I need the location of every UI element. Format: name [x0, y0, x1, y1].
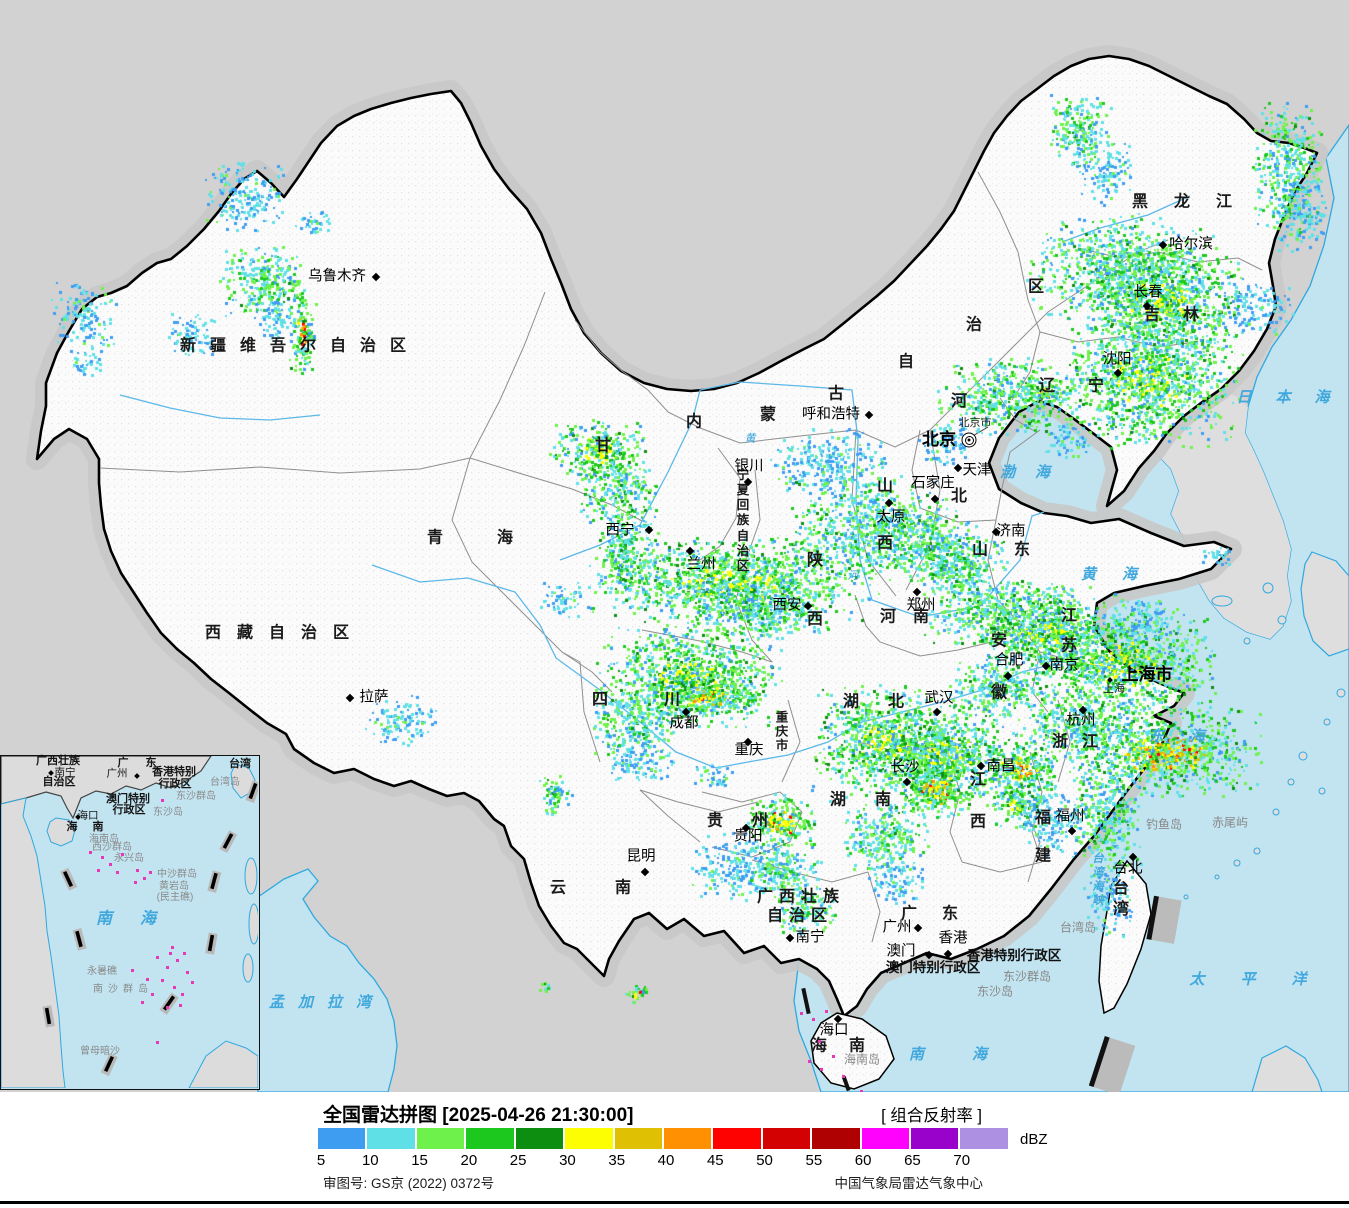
inset-basemap — [1, 756, 258, 1088]
tick-10: 10 — [361, 1152, 379, 1169]
tick-45: 45 — [706, 1152, 724, 1169]
tick-40: 40 — [657, 1152, 675, 1169]
colorbar-segment-60 — [861, 1128, 910, 1149]
legend-title: 全国雷达拼图 [2025-04-26 21:30:00] — [323, 1105, 634, 1126]
tick-5: 5 — [316, 1152, 326, 1169]
colorbar-segment-50 — [762, 1128, 811, 1149]
colorbar-ticks: 5 10 15 20 25 30 35 40 45 50 55 60 65 70 — [0, 1152, 1349, 1170]
tick-20: 20 — [460, 1152, 478, 1169]
tick-65: 65 — [904, 1152, 921, 1169]
dbz-colorbar — [318, 1128, 1008, 1149]
colorbar-segment-20 — [466, 1128, 514, 1149]
colorbar-segment-25 — [515, 1128, 564, 1149]
tick-15: 15 — [411, 1152, 428, 1169]
product-label: [ 组合反射率 ] — [881, 1107, 982, 1125]
tick-70: 70 — [953, 1152, 971, 1169]
tick-35: 35 — [608, 1152, 626, 1169]
map-approval-number: 审图号: GS京 (2022) 0372号 — [323, 1176, 495, 1191]
china-radar-map: 新疆维吾尔自治区 西藏自治区 青海甘宁夏回族自治区陕西山西河北山东 河南江苏安徽湖北浙… — [0, 0, 1349, 1093]
tick-60: 60 — [854, 1152, 872, 1169]
colorbar-segment-65 — [911, 1128, 959, 1149]
tick-50: 50 — [756, 1152, 773, 1169]
legend-panel: 全国雷达拼图 [2025-04-26 21:30:00] [ 组合反射率 ] d… — [0, 1092, 1349, 1208]
colorbar-segment-5 — [318, 1128, 366, 1149]
tick-55: 55 — [805, 1152, 823, 1169]
colorbar-segment-55 — [812, 1128, 860, 1149]
south-china-sea-inset: 广西壮族 自治区广东台湾 香港特别 行政区 澳门特别 行政区海南台湾岛 东沙群岛 东沙岛 海南岛… — [0, 755, 260, 1090]
bottom-border-line — [0, 1201, 1349, 1204]
colorbar-segment-15 — [416, 1128, 465, 1149]
dbz-unit-label: dBZ — [1020, 1131, 1048, 1148]
tick-30: 30 — [559, 1152, 576, 1169]
colorbar-segment-35 — [614, 1128, 662, 1149]
colorbar-segment-45 — [713, 1128, 761, 1149]
colorbar-segment-70 — [960, 1128, 1008, 1149]
colorbar-segment-30 — [565, 1128, 613, 1149]
tick-25: 25 — [509, 1152, 527, 1169]
colorbar-segment-10 — [367, 1128, 415, 1149]
agency-name: 中国气象局雷达气象中心 — [834, 1176, 984, 1191]
colorbar-segment-40 — [663, 1128, 712, 1149]
